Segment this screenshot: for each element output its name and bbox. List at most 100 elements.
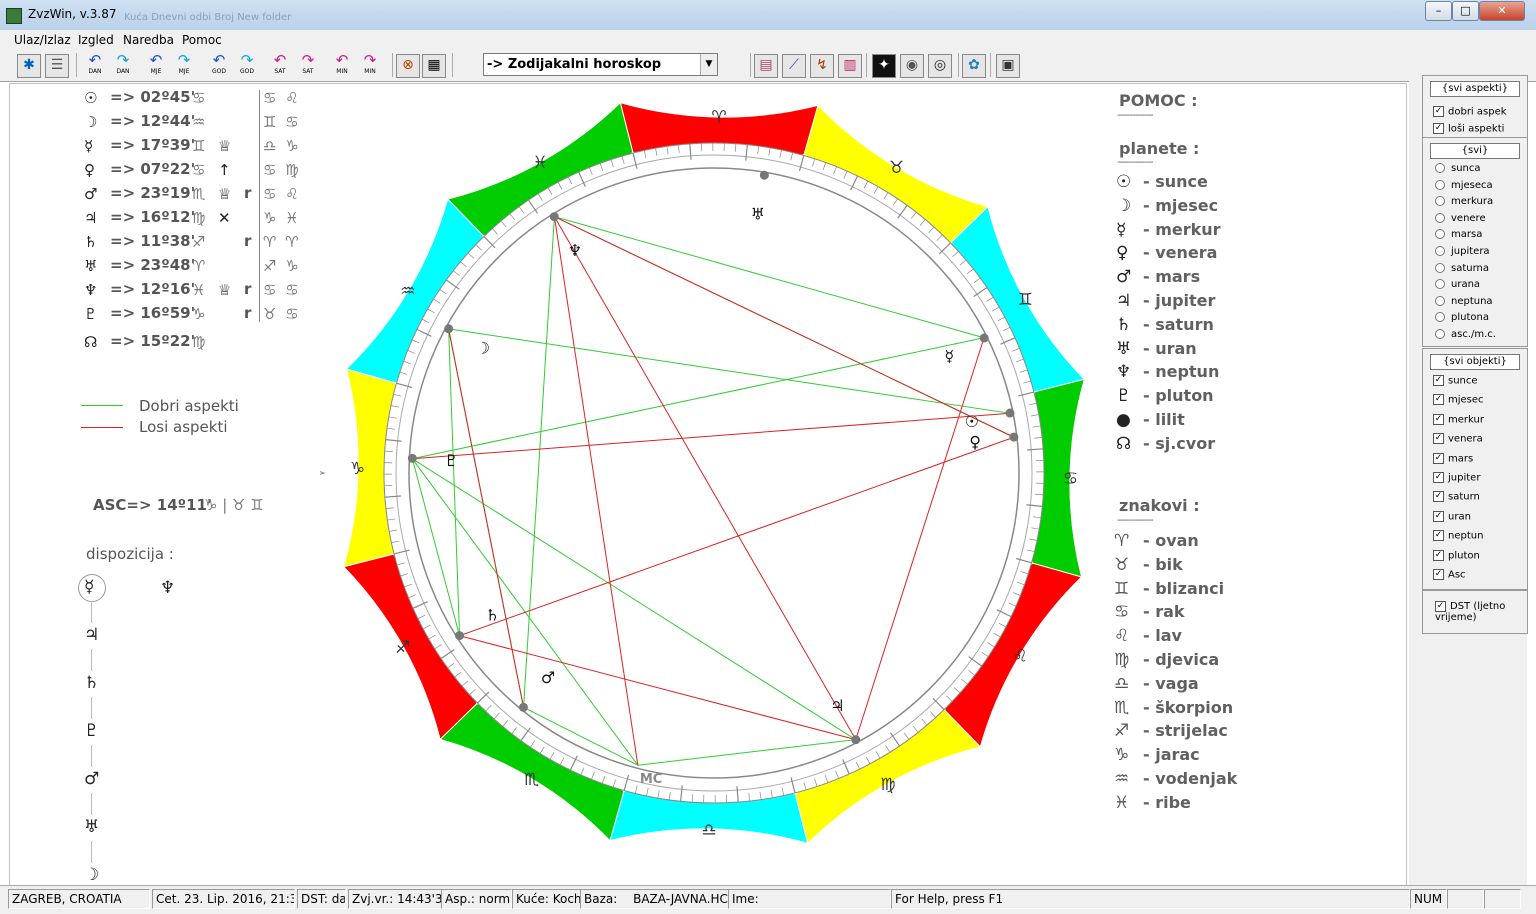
planet-radio-row[interactable]: merkura — [1435, 196, 1493, 207]
aspect-filter-row[interactable]: ✓loši aspekti — [1433, 123, 1504, 135]
planet-radio-row[interactable]: plutona — [1435, 312, 1489, 323]
menu-izgled[interactable]: Izgled — [78, 33, 114, 47]
view-select[interactable]: -> Zodijakalni horoskop ▼ — [483, 53, 718, 76]
grid-chart-button[interactable]: ▤ — [754, 54, 778, 78]
object-filter-checkbox[interactable]: ✓ — [1433, 472, 1444, 483]
object-filter-label: pluton — [1448, 550, 1480, 561]
target-button[interactable]: ◎ — [928, 54, 952, 78]
object-filter-checkbox[interactable]: ✓ — [1433, 491, 1444, 502]
planet-radio-button[interactable] — [1435, 279, 1445, 289]
object-filter-row[interactable]: ✓uran — [1433, 511, 1471, 523]
hour-forward-button[interactable]: ↷SAT — [296, 52, 320, 78]
object-filter-checkbox[interactable]: ✓ — [1433, 511, 1444, 522]
arrows-button[interactable]: ↯ — [810, 54, 834, 78]
planet-radio-row[interactable]: urana — [1435, 279, 1480, 290]
aspect-wheel-button[interactable]: ⊗ — [396, 54, 420, 78]
menu-naredba[interactable]: Naredba — [123, 33, 174, 47]
maximize-button[interactable]: □ — [1452, 1, 1479, 21]
planet-radio-button[interactable] — [1435, 163, 1445, 173]
table-button[interactable]: ▦ — [422, 54, 446, 78]
planet-radio-button[interactable] — [1435, 263, 1445, 273]
object-filter-checkbox[interactable]: ✓ — [1433, 453, 1444, 464]
status-bar: ZAGREB, CROATIA Cet. 23. Lip. 2016, 21:3… — [0, 885, 1536, 914]
bars-button[interactable]: ▥ — [838, 54, 862, 78]
planet-radio-button[interactable] — [1435, 296, 1445, 306]
planet-radio-row[interactable]: asc./m.c. — [1435, 329, 1496, 340]
app-icon[interactable] — [6, 8, 22, 24]
object-filter-row[interactable]: ✓mars — [1433, 453, 1473, 465]
object-filter-row[interactable]: ✓mjesec — [1433, 394, 1484, 406]
aspects-filter-header[interactable]: {svi aspekti} — [1430, 81, 1520, 97]
minute-forward-button[interactable]: ↷MIN — [358, 52, 382, 78]
screen-button[interactable]: ▣ — [996, 54, 1020, 78]
object-filter-checkbox[interactable]: ✓ — [1433, 530, 1444, 541]
object-filter-checkbox[interactable]: ✓ — [1433, 414, 1444, 425]
menu-pomoc[interactable]: Pomoc — [182, 33, 222, 47]
day-forward-button[interactable]: ↷DAN — [111, 52, 135, 78]
planet-radio-button[interactable] — [1435, 246, 1445, 256]
planet-glyph: ☿ — [944, 346, 954, 365]
object-filter-row[interactable]: ✓merkur — [1433, 414, 1484, 426]
planet-radio-button[interactable] — [1435, 196, 1445, 206]
lines-button[interactable]: ⟋ — [782, 54, 806, 78]
menu-ulaz-izlaz[interactable]: Ulaz/Izlaz — [14, 33, 71, 47]
object-filter-row[interactable]: ✓neptun — [1433, 530, 1483, 542]
planet-radio-row[interactable]: neptuna — [1435, 296, 1493, 307]
button-caption: MJE — [172, 68, 196, 75]
globe-button[interactable]: ◉ — [900, 54, 924, 78]
object-filter-row[interactable]: ✓sunce — [1433, 375, 1478, 387]
year-back-button[interactable]: ↶GOD — [207, 52, 231, 78]
help-planet-symbol: ☽ — [1116, 196, 1131, 216]
planet-radio-header[interactable]: {svi} — [1430, 143, 1520, 159]
ruler-signs: ♋ ♋ — [263, 281, 301, 299]
aspect-filter-checkbox[interactable]: ✓ — [1433, 123, 1444, 134]
planet-radio-button[interactable] — [1435, 180, 1445, 190]
year-forward-button[interactable]: ↷GOD — [235, 52, 259, 78]
month-back-button[interactable]: ↶MJE — [144, 52, 168, 78]
object-filter-checkbox[interactable]: ✓ — [1433, 375, 1444, 386]
object-filter-row[interactable]: ✓jupiter — [1433, 472, 1480, 484]
planet-radio-button[interactable] — [1435, 229, 1445, 239]
planet-radio-row[interactable]: saturna — [1435, 263, 1489, 274]
planet-radio-button[interactable] — [1435, 312, 1445, 322]
color-palette-button[interactable]: ✿ — [962, 54, 986, 78]
dst-checkbox[interactable]: ✓ — [1435, 601, 1446, 612]
aspect-filter-checkbox[interactable]: ✓ — [1433, 106, 1444, 117]
planet-radio-row[interactable]: venere — [1435, 213, 1486, 224]
planet-radio-row[interactable]: sunca — [1435, 163, 1481, 174]
planet-radio-row[interactable]: jupitera — [1435, 246, 1490, 257]
object-filter-checkbox[interactable]: ✓ — [1433, 569, 1444, 580]
month-forward-button[interactable]: ↷MJE — [172, 52, 196, 78]
minute-back-button[interactable]: ↶MIN — [330, 52, 354, 78]
hour-back-button[interactable]: ↶SAT — [268, 52, 292, 78]
planet-radio-row[interactable]: mjeseca — [1435, 180, 1493, 191]
object-filter-checkbox[interactable]: ✓ — [1433, 394, 1444, 405]
object-filter-checkbox[interactable]: ✓ — [1433, 550, 1444, 561]
object-filter-checkbox[interactable]: ✓ — [1433, 433, 1444, 444]
object-filter-row[interactable]: ✓saturn — [1433, 491, 1480, 503]
aspect-filter-row[interactable]: ✓dobri aspek — [1433, 106, 1507, 118]
help-planet-symbol: ☿ — [1116, 220, 1126, 240]
planet-radio-row[interactable]: marsa — [1435, 229, 1482, 240]
dispozicija-arrow — [91, 697, 92, 719]
close-button[interactable]: ✕ — [1479, 1, 1525, 21]
chevron-down-icon[interactable]: ▼ — [700, 54, 717, 75]
list-view-button[interactable]: ☰ — [45, 54, 69, 78]
planet-radio-button[interactable] — [1435, 329, 1445, 339]
object-filter-row[interactable]: ✓ pluton — [1433, 550, 1480, 562]
dst-group: ✓ DST (ljetno vrijeme) — [1422, 590, 1528, 634]
help-sign-label: - rak — [1143, 602, 1185, 621]
help-sign-symbol: ♏ — [1114, 698, 1129, 718]
good-aspect-line-sample — [81, 405, 123, 406]
minimize-button[interactable]: – — [1425, 1, 1452, 21]
planet-symbol: ♆ — [84, 281, 97, 299]
zodiac-wheel-button[interactable]: ✱ — [17, 54, 41, 78]
star-map-button[interactable]: ✦ — [872, 54, 896, 78]
objects-filter-header[interactable]: {svi objekti} — [1430, 354, 1520, 370]
button-caption: GOD — [207, 68, 231, 75]
planet-radio-button[interactable] — [1435, 213, 1445, 223]
object-filter-row[interactable]: ✓Asc — [1433, 569, 1466, 581]
object-filter-row[interactable]: ✓venera — [1433, 433, 1483, 445]
dst-checkbox-row[interactable]: ✓ DST (ljetno vrijeme) — [1435, 601, 1515, 623]
day-back-button[interactable]: ↶DAN — [83, 52, 107, 78]
